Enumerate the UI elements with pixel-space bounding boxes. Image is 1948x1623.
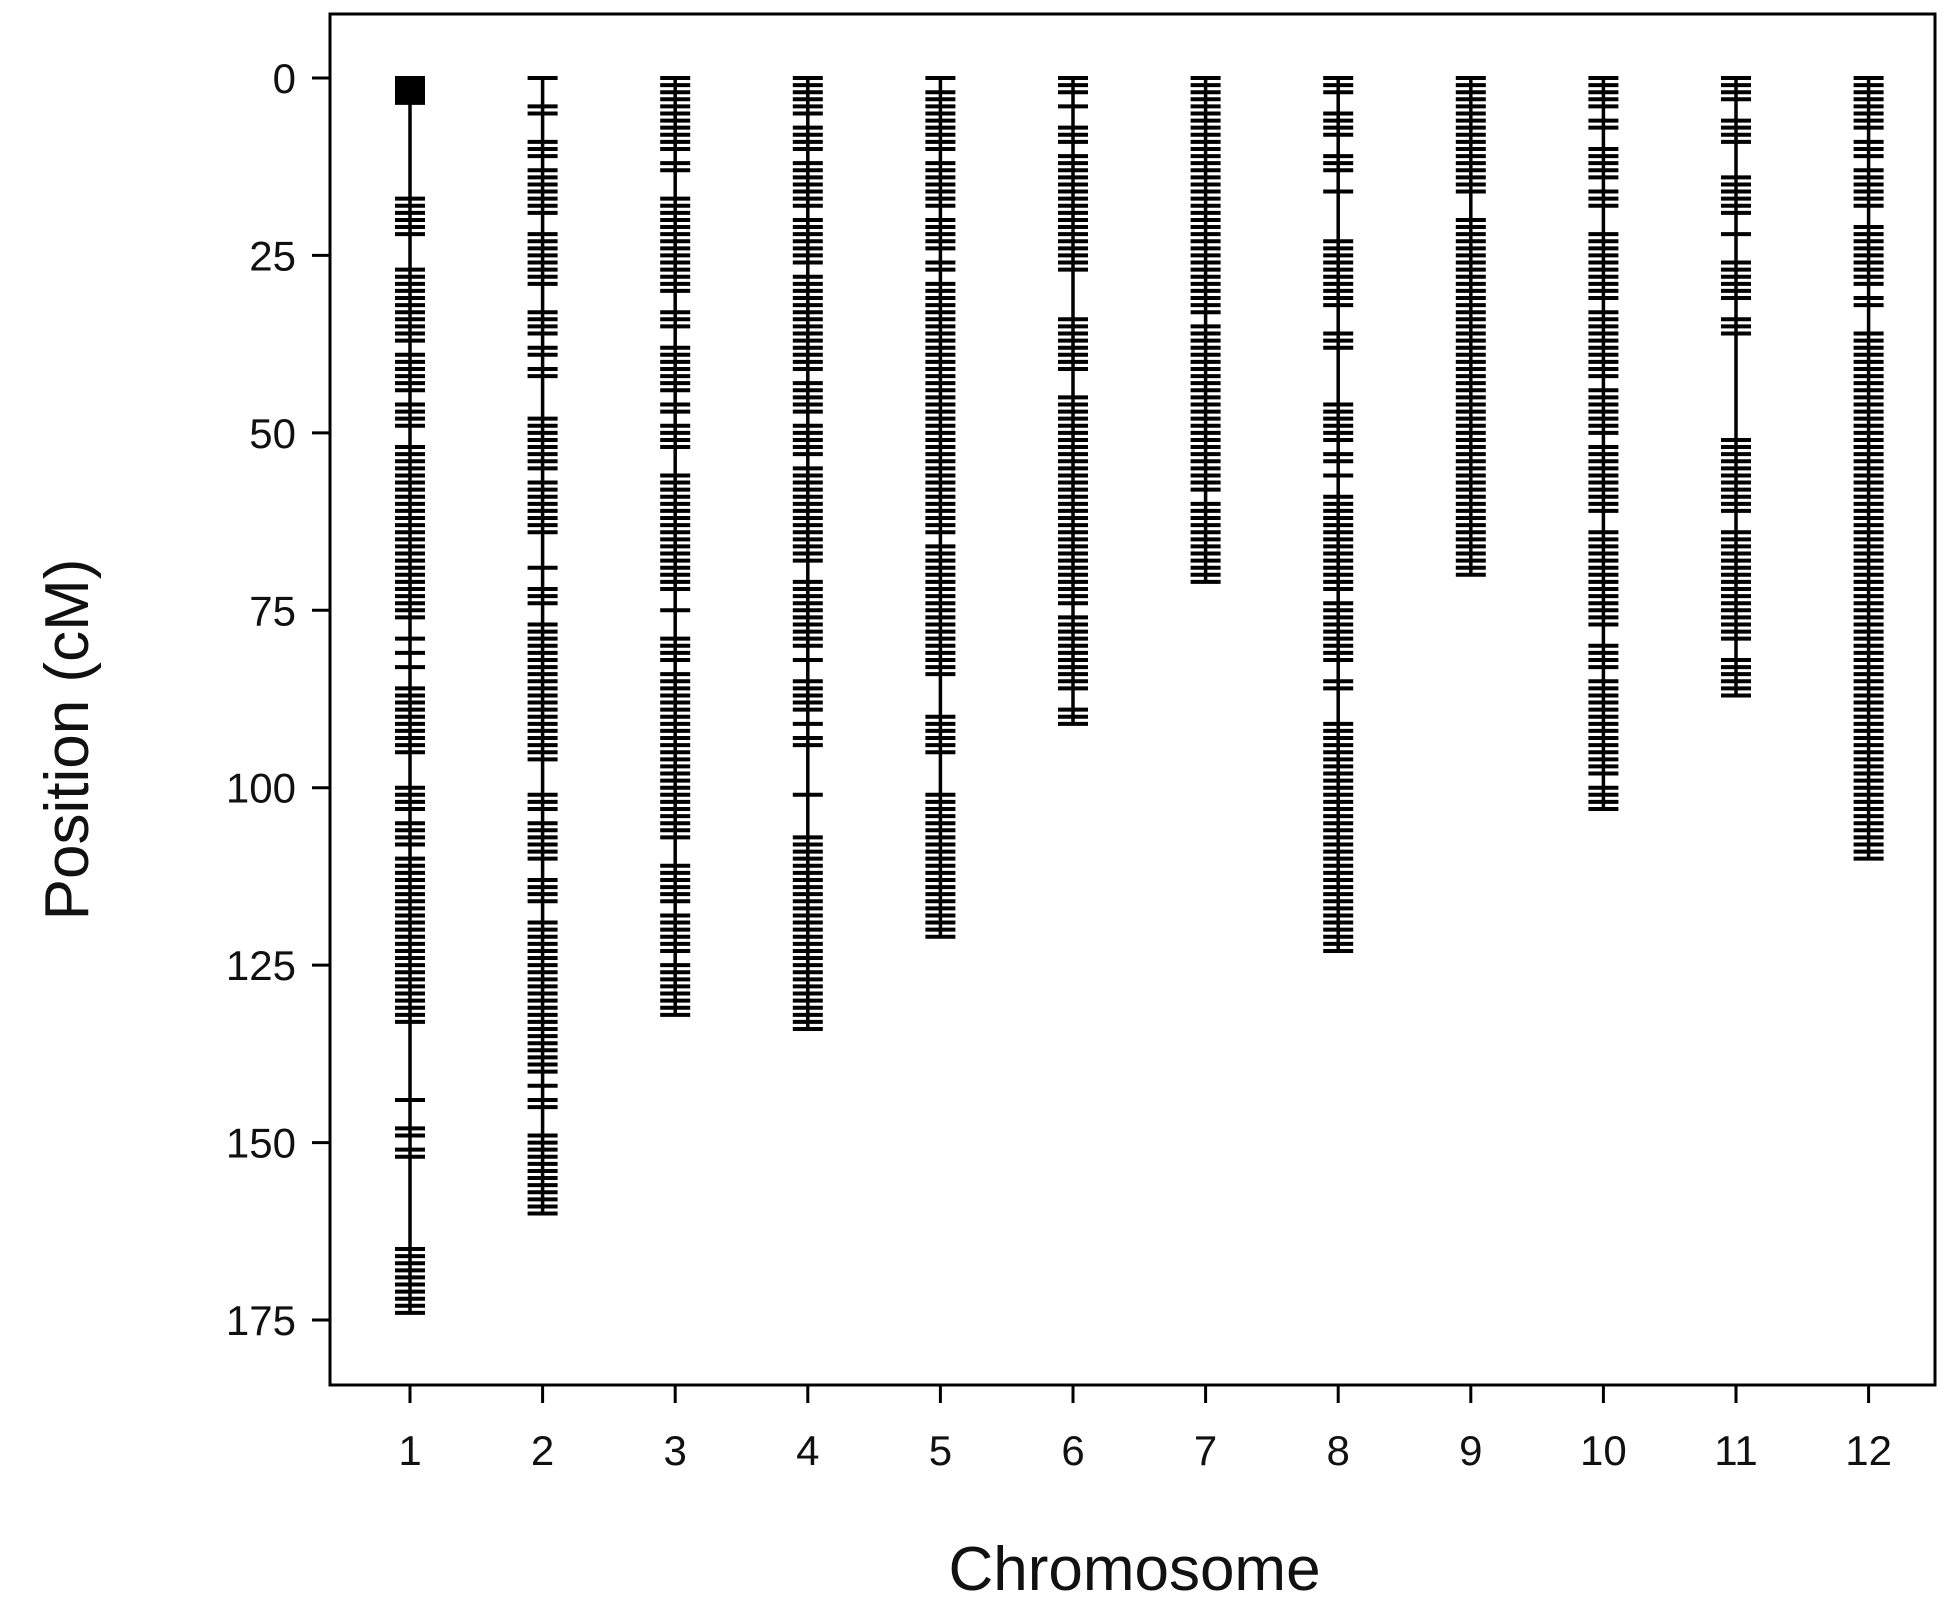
chromosome-1 xyxy=(395,76,425,1315)
y-tick-label: 75 xyxy=(249,587,296,634)
chromosome-12 xyxy=(1853,76,1884,861)
plot-area-frame xyxy=(328,12,1937,1387)
chromosome-10 xyxy=(1588,76,1619,812)
y-tick-label: 125 xyxy=(226,942,296,989)
x-tick-label: 3 xyxy=(664,1427,687,1474)
chromosome-3 xyxy=(660,76,691,1017)
x-tick-label: 7 xyxy=(1194,1427,1217,1474)
x-tick-label: 12 xyxy=(1845,1427,1892,1474)
x-tick-label: 1 xyxy=(398,1427,421,1474)
y-axis-title: Position (cM) xyxy=(33,559,102,921)
x-tick-label: 9 xyxy=(1459,1427,1482,1474)
x-tick-label: 5 xyxy=(929,1427,952,1474)
chromosome-9 xyxy=(1455,76,1486,577)
chromosome-5 xyxy=(925,76,956,939)
x-tick-label: 8 xyxy=(1327,1427,1350,1474)
chromosome-11 xyxy=(1721,76,1751,698)
x-tick-label: 4 xyxy=(796,1427,819,1474)
y-tick-label: 25 xyxy=(249,232,296,279)
x-axis: 1 2 3 4 5 6 7 8 9 10 11 12 xyxy=(398,1385,1892,1474)
x-tick-label: 2 xyxy=(531,1427,554,1474)
x-tick-label: 10 xyxy=(1580,1427,1627,1474)
chromosome-4 xyxy=(792,76,823,1032)
x-tick-label: 11 xyxy=(1714,1427,1758,1474)
chromosome-8 xyxy=(1323,76,1354,953)
y-tick-label: 150 xyxy=(226,1120,296,1167)
x-axis-title: Chromosome xyxy=(948,1535,1320,1604)
x-tick-label: 6 xyxy=(1061,1427,1084,1474)
chromosome-7 xyxy=(1190,76,1221,584)
y-tick-label: 175 xyxy=(226,1297,296,1344)
y-tick-label: 50 xyxy=(249,410,296,457)
chromosome-series-group xyxy=(395,76,1884,1315)
chromosome-2 xyxy=(527,76,558,1216)
y-tick-label: 0 xyxy=(273,55,296,102)
y-axis: 0 25 50 75 100 125 150 175 xyxy=(226,55,330,1344)
y-tick-label: 100 xyxy=(226,765,296,812)
chromosome-6 xyxy=(1058,76,1088,726)
